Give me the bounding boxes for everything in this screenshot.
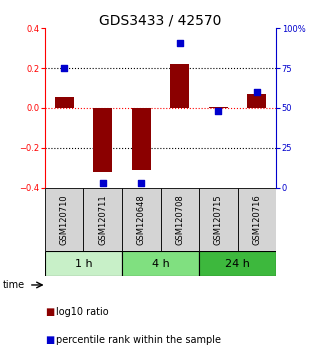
Bar: [132, 108, 151, 170]
Bar: [160, 188, 199, 251]
Bar: [83, 188, 122, 251]
Text: ■: ■: [45, 307, 54, 317]
Bar: [122, 188, 160, 251]
Text: 1 h: 1 h: [75, 259, 92, 269]
Text: ■: ■: [45, 336, 54, 346]
Point: [62, 65, 67, 71]
Bar: [209, 107, 228, 108]
Bar: [122, 251, 199, 276]
Bar: [55, 97, 74, 108]
Bar: [93, 108, 112, 172]
Point: [177, 40, 182, 45]
Bar: [199, 251, 276, 276]
Text: percentile rank within the sample: percentile rank within the sample: [56, 336, 221, 346]
Point: [100, 180, 105, 185]
Text: time: time: [3, 280, 25, 290]
Point: [216, 108, 221, 114]
Bar: [199, 188, 238, 251]
Text: 4 h: 4 h: [152, 259, 169, 269]
Point: [139, 180, 144, 185]
Bar: [170, 64, 189, 108]
Bar: [45, 188, 83, 251]
Title: GDS3433 / 42570: GDS3433 / 42570: [99, 13, 222, 27]
Text: log10 ratio: log10 ratio: [56, 307, 109, 317]
Bar: [238, 188, 276, 251]
Text: GSM120708: GSM120708: [175, 194, 184, 245]
Text: GSM120648: GSM120648: [137, 194, 146, 245]
Text: GSM120711: GSM120711: [98, 194, 107, 245]
Text: GSM120716: GSM120716: [252, 194, 261, 245]
Bar: [45, 251, 122, 276]
Text: GSM120715: GSM120715: [214, 194, 223, 245]
Text: 24 h: 24 h: [225, 259, 250, 269]
Bar: [247, 94, 266, 108]
Point: [254, 89, 259, 95]
Text: GSM120710: GSM120710: [60, 194, 69, 245]
